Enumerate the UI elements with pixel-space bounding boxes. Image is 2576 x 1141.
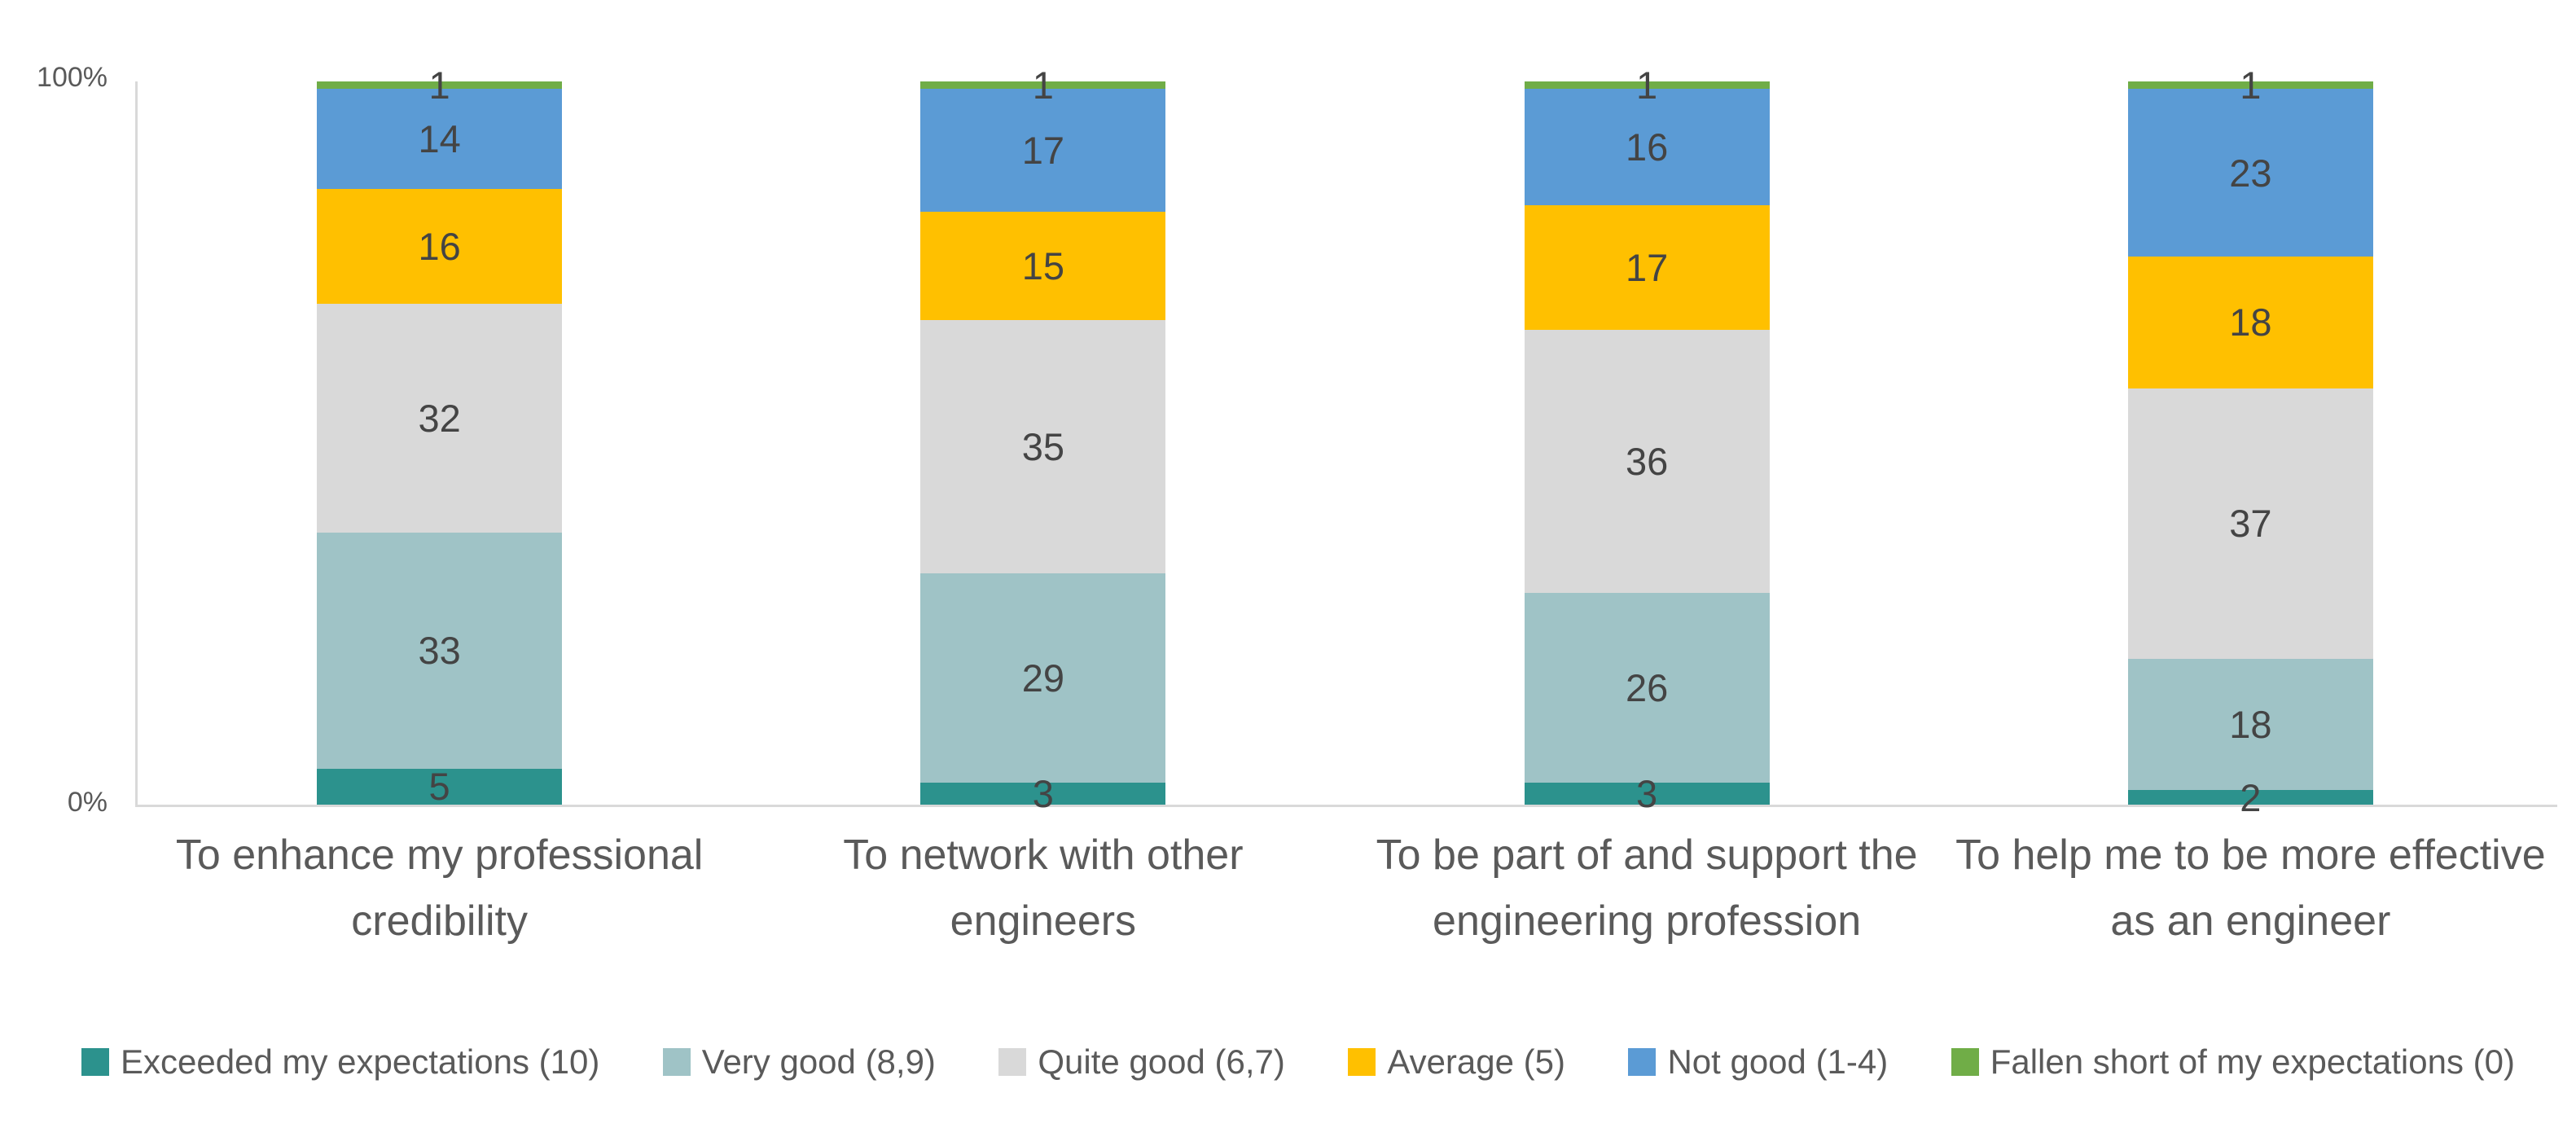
bar-value-label: 18 (2229, 702, 2272, 746)
bar-segment: 16 (317, 188, 563, 304)
bar-value-label: 3 (1032, 772, 1054, 816)
bar-segment: 35 (920, 320, 1166, 573)
bar-value-label: 18 (2229, 301, 2272, 344)
bar-segment: 18 (2127, 257, 2373, 388)
bar-segment: 33 (317, 532, 563, 769)
bar-value-label: 37 (2229, 502, 2272, 546)
legend-swatch (1951, 1048, 1979, 1076)
bar-segment: 1 (317, 66, 563, 104)
bar-segment: 1 (2127, 66, 2373, 104)
stacked-bar: 1 17 15 35 29 3 (920, 66, 1166, 813)
bar-value-label: 17 (1021, 128, 1065, 172)
y-axis-line (135, 81, 138, 806)
legend-swatch (662, 1048, 691, 1076)
bar-segment: 2 (2127, 779, 2373, 817)
bar-segment: 36 (1524, 329, 1770, 593)
legend-swatch (81, 1048, 109, 1076)
bar-value-label: 26 (1625, 665, 1669, 709)
bar-segment: 23 (2127, 88, 2373, 257)
bar-segment: 15 (920, 211, 1166, 321)
legend: Exceeded my expectations (10) Very good (… (81, 1036, 2515, 1088)
y-axis-max-label: 100% (37, 62, 108, 93)
legend-item: Exceeded my expectations (10) (81, 1045, 599, 1079)
bar-value-label: 1 (1636, 63, 1658, 107)
bar-value-label: 36 (1625, 439, 1669, 483)
bar-value-label: 16 (1625, 125, 1669, 169)
category-label: To enhance my professional credibility (175, 832, 704, 945)
bar-column: 1 14 16 32 33 5 (138, 66, 741, 809)
bar-segment: 37 (2127, 388, 2373, 659)
legend-swatch (1348, 1048, 1376, 1076)
bar-segment: 26 (1524, 592, 1770, 783)
plot-area: 1 14 16 32 33 5 1 17 15 35 29 3 1 16 17 36 26 3 1 23 18 37 18 2 (138, 66, 2552, 817)
legend-label: Exceeded my expectations (10) (121, 1042, 600, 1081)
bar-value-label: 5 (428, 765, 450, 809)
bar-value-label: 15 (1021, 244, 1065, 287)
stacked-bar: 1 23 18 37 18 2 (2127, 66, 2373, 817)
bar-value-label: 2 (2240, 775, 2262, 819)
bar-segment: 18 (2127, 658, 2373, 791)
legend-item: Average (5) (1348, 1045, 1565, 1079)
legend-label: Quite good (6,7) (1038, 1042, 1285, 1081)
bar-value-label: 17 (1625, 246, 1669, 290)
bar-column: 1 16 17 36 26 3 (1345, 66, 1949, 813)
bar-segment: 1 (1524, 66, 1770, 104)
bar-column: 1 23 18 37 18 2 (1949, 66, 2552, 817)
y-axis-min-label: 0% (67, 787, 108, 818)
bar-value-label: 1 (2240, 63, 2262, 107)
legend-item: Fallen short of my expectations (0) (1951, 1045, 2515, 1079)
category-label: To be part of and support the engineerin… (1376, 832, 1918, 945)
category-label: To network with other engineers (843, 832, 1244, 945)
legend-swatch (998, 1048, 1027, 1076)
category-label: To help me to be more effective as an en… (1955, 832, 2546, 945)
bar-segment: 14 (317, 88, 563, 189)
stacked-bar: 1 16 17 36 26 3 (1524, 66, 1770, 813)
legend-item: Not good (1-4) (1628, 1045, 1888, 1079)
legend-swatch (1628, 1048, 1657, 1076)
bar-segment: 3 (1524, 775, 1770, 813)
legend-item: Very good (8,9) (662, 1042, 936, 1081)
category-axis: To enhance my professional credibility To… (138, 823, 2552, 954)
bar-segment: 5 (317, 765, 563, 809)
legend-item: Quite good (6,7) (998, 1045, 1285, 1079)
legend-label: Not good (1-4) (1667, 1042, 1889, 1081)
legend-label: Average (5) (1387, 1042, 1565, 1081)
bar-value-label: 1 (1032, 63, 1054, 107)
bar-value-label: 29 (1021, 656, 1065, 700)
bar-value-label: 14 (418, 116, 461, 160)
legend-label: Very good (8,9) (701, 1042, 936, 1081)
bar-segment: 1 (920, 66, 1166, 104)
bar-segment: 17 (920, 88, 1166, 212)
bar-value-label: 1 (428, 63, 450, 107)
bar-segment: 17 (1524, 205, 1770, 330)
bar-column: 1 17 15 35 29 3 (741, 66, 1345, 813)
legend-label: Fallen short of my expectations (0) (1990, 1042, 2515, 1081)
bar-value-label: 23 (2229, 151, 2272, 195)
bar-segment: 3 (920, 775, 1166, 813)
x-axis-line (135, 805, 2557, 807)
stacked-bar: 1 14 16 32 33 5 (317, 66, 563, 809)
bar-value-label: 35 (1021, 424, 1065, 468)
bar-value-label: 32 (418, 396, 461, 440)
bar-value-label: 3 (1636, 772, 1658, 816)
bar-value-label: 16 (418, 224, 461, 268)
bar-value-label: 33 (418, 629, 461, 673)
bar-segment: 32 (317, 303, 563, 533)
bar-segment: 16 (1524, 88, 1770, 206)
bar-segment: 29 (920, 573, 1166, 783)
